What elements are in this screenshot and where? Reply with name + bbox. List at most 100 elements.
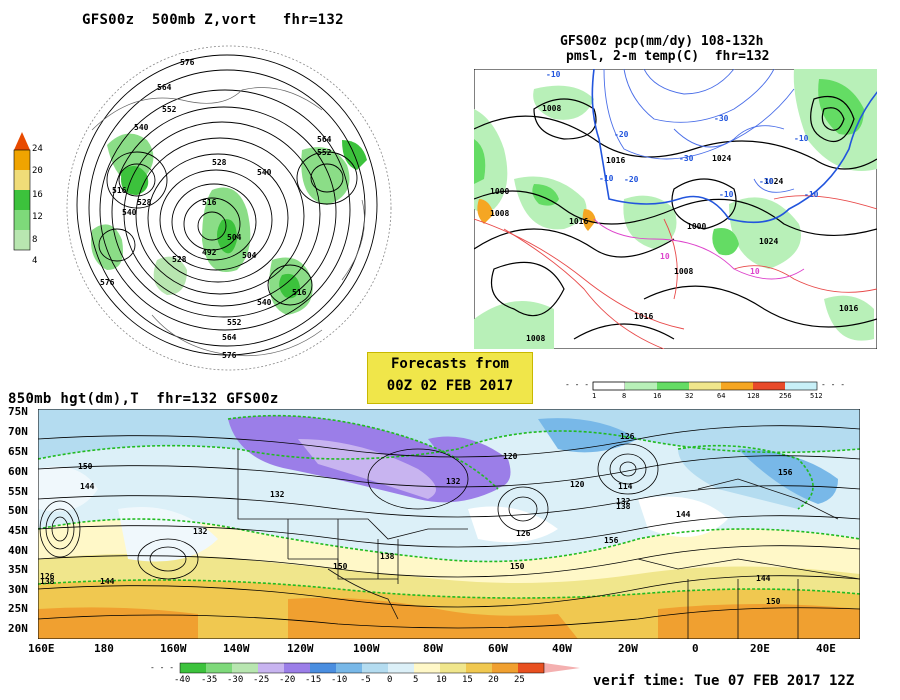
pcp-isobar-label: 1016 xyxy=(634,312,653,321)
vort-contour-label: 564 xyxy=(222,333,237,342)
lat-label: 45N xyxy=(8,524,28,537)
pcp-temp-label: -10 xyxy=(794,134,809,143)
pcp-isobar-label: 1024 xyxy=(712,154,731,163)
vort-contour-label: 540 xyxy=(134,123,149,132)
verif-time: verif time: Tue 07 FEB 2017 12Z xyxy=(593,673,855,689)
lat-label: 35N xyxy=(8,563,28,576)
temp-cbar-label: 0 xyxy=(387,675,393,685)
hgt-contour-label: 126 xyxy=(40,572,55,581)
temp-cbar-label: -25 xyxy=(253,675,270,685)
vort-contour-label: 576 xyxy=(180,58,195,67)
hgt-contour-label: 156 xyxy=(778,468,793,477)
pcp-map: 1008 1024 1016 1000 1008 1016 1024 1008 … xyxy=(474,69,877,349)
lat-label: 20N xyxy=(8,622,28,635)
hgt-contour-label: 132 xyxy=(446,477,461,486)
vort-contour-label: 528 xyxy=(172,255,187,264)
hgt-contour-label: 144 xyxy=(676,510,691,519)
svg-text:- - -: - - - xyxy=(821,380,845,389)
pcp-isobar-label: 1016 xyxy=(606,156,625,165)
forecast-line1: Forecasts from xyxy=(390,356,509,372)
lon-label: 40E xyxy=(816,642,836,655)
hgt-contour-label: 132 xyxy=(193,527,208,536)
pcp-isobar-label: 1016 xyxy=(839,304,858,313)
pcp-temp-label: -30 xyxy=(759,177,774,186)
vort-colorbar xyxy=(13,132,31,251)
lon-label: 20W xyxy=(618,642,638,655)
temp-cbar-label: -35 xyxy=(201,675,218,685)
pcp-temp-label: -20 xyxy=(614,130,629,139)
vort-cbar-label: 12 xyxy=(32,212,43,222)
lon-label: 40W xyxy=(552,642,572,655)
lon-label: 180 xyxy=(94,642,114,655)
temp-cbar-label: -5 xyxy=(360,675,371,685)
vort-contour-label: 492 xyxy=(202,248,217,257)
temp-cbar-label: -15 xyxy=(305,675,322,685)
vort-contour-label: 516 xyxy=(292,288,307,297)
lon-label: 0 xyxy=(692,642,699,655)
hgt-contour-label: 150 xyxy=(510,562,525,571)
pcp-cbar-label: 128 xyxy=(747,392,760,400)
pcp-isobar-label: 1000 xyxy=(490,187,509,196)
lat-label: 30N xyxy=(8,583,28,596)
vort-cbar-label: 24 xyxy=(32,144,43,154)
hgt-contour-label: 138 xyxy=(616,502,631,511)
lat-label: 65N xyxy=(8,445,28,458)
pcp-isobar-label: 1008 xyxy=(526,334,545,343)
hgt850-map: 150 144 132 126 138 144 150 132 120 126 … xyxy=(38,409,860,639)
vort-contour-label: 540 xyxy=(257,168,272,177)
vort-contour-label: 528 xyxy=(212,158,227,167)
lat-label: 75N xyxy=(8,405,28,418)
lat-label: 55N xyxy=(8,485,28,498)
pcp-cbar-label: 1 xyxy=(592,392,597,400)
pcp-temp-label: -10 xyxy=(719,190,734,199)
hgt-contour-label: 138 xyxy=(40,577,55,586)
vort-contour-label: 576 xyxy=(222,351,237,360)
temp-cbar-label: 20 xyxy=(488,675,499,685)
forecast-line2: 00Z 02 FEB 2017 xyxy=(386,378,514,394)
pcp-isobar-label: 1000 xyxy=(687,222,706,231)
vort-contour-label: 516 xyxy=(112,186,127,195)
pcp-temp-label: -20 xyxy=(624,175,639,184)
vort-cbar-label: 20 xyxy=(32,166,43,176)
pcp-temp-label: 10 xyxy=(660,252,670,261)
vort-map: 576 564 552 540 528 516 504 492 540 528 … xyxy=(66,45,392,371)
temp-cbar-label: 15 xyxy=(462,675,473,685)
pcp-temp-label: -30 xyxy=(714,114,729,123)
temp-cbar-label: 10 xyxy=(436,675,447,685)
lon-label: 160W xyxy=(160,642,187,655)
hgt-contour-label: 150 xyxy=(766,597,781,606)
pcp-temp-label: 10 xyxy=(750,267,760,276)
hgt-contour-label: 138 xyxy=(380,552,395,561)
pcp-cbar-label: 8 xyxy=(622,392,627,400)
hgt-contour-label: 120 xyxy=(503,452,518,461)
vort-cbar-label: 16 xyxy=(32,190,43,200)
pcp-cbar-label: 256 xyxy=(779,392,792,400)
pcp-cbar-label: 64 xyxy=(717,392,726,400)
pcp-isobar-label: 1024 xyxy=(759,237,778,246)
vort-cbar-label: 4 xyxy=(32,256,38,266)
hgt-contour-label: 132 xyxy=(616,497,631,506)
lat-label: 70N xyxy=(8,425,28,438)
pcp-temp-label: -10 xyxy=(804,190,819,199)
hgt-contour-label: 132 xyxy=(270,490,285,499)
hgt-contour-label: 126 xyxy=(516,529,531,538)
vort-contour-label: 540 xyxy=(257,298,272,307)
lon-label: 100W xyxy=(353,642,380,655)
pcp-temp-label: -10 xyxy=(546,70,561,79)
temp-colorbar: - - - xyxy=(150,662,580,674)
lon-label: 60W xyxy=(488,642,508,655)
vort-contour-label: 528 xyxy=(137,198,152,207)
vort-contour-label: 504 xyxy=(227,233,242,242)
lat-label: 60N xyxy=(8,465,28,478)
temp-cbar-label: 25 xyxy=(514,675,525,685)
temp-cbar-label: -40 xyxy=(174,675,191,685)
pcp-isobar-label: 1008 xyxy=(542,104,561,113)
svg-text:- - -: - - - xyxy=(150,663,174,672)
pcp-title-line1: GFS00z pcp(mm/dy) 108-132h xyxy=(560,34,764,49)
vort-contour-label: 552 xyxy=(162,105,177,114)
vort-contour-label: 516 xyxy=(202,198,217,207)
vort-contour-label: 576 xyxy=(100,278,115,287)
vort-contour-label: 552 xyxy=(227,318,242,327)
lat-label: 40N xyxy=(8,544,28,557)
pcp-isobar-label: 1008 xyxy=(490,209,509,218)
